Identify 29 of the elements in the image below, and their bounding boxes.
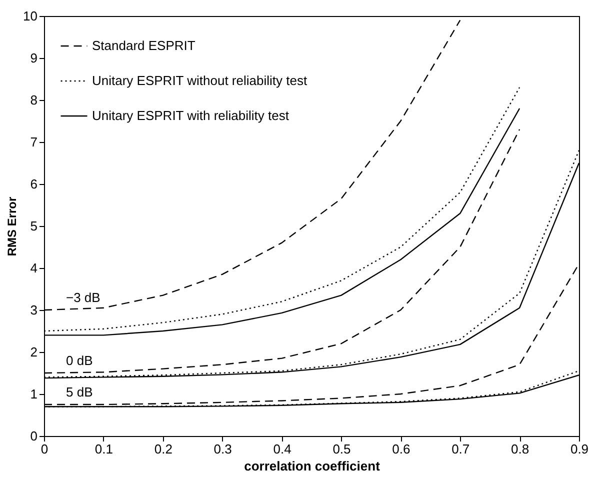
y-axis-title: RMS Error xyxy=(5,196,20,256)
y-tick-label: 6 xyxy=(30,176,38,192)
x-tick-label: 0.2 xyxy=(154,442,172,456)
x-tick-label: 0.7 xyxy=(452,442,470,456)
annotation: 5 dB xyxy=(66,384,93,400)
x-tick-label: 0 xyxy=(40,442,48,456)
y-tick-label: 10 xyxy=(23,8,38,24)
x-tick-label: 0.9 xyxy=(570,442,589,456)
legend-label: Unitary ESPRIT with reliability test xyxy=(92,108,290,123)
y-tick-label: 8 xyxy=(30,92,38,108)
y-tick-label: 4 xyxy=(30,260,38,276)
y-tick-label: 9 xyxy=(30,50,38,66)
legend-label: Standard ESPRIT xyxy=(92,38,196,53)
x-tick-label: 0.4 xyxy=(273,442,292,456)
x-axis-title: correlation coefficient xyxy=(244,458,381,474)
y-tick-label: 5 xyxy=(30,218,38,234)
y-tick-label: 2 xyxy=(30,344,38,360)
x-tick-label: 0.8 xyxy=(511,442,530,456)
x-tick-label: 0.5 xyxy=(332,442,351,456)
y-tick-label: 1 xyxy=(30,386,38,402)
annotation: −3 dB xyxy=(66,290,100,305)
y-tick-label: 7 xyxy=(30,134,38,150)
y-tick-label: 0 xyxy=(30,428,38,444)
x-tick-label: 0.1 xyxy=(94,442,113,456)
legend-label: Unitary ESPRIT without reliability test xyxy=(92,73,308,88)
y-tick-label: 3 xyxy=(30,302,38,318)
x-tick-label: 0.6 xyxy=(392,442,410,456)
x-tick-label: 0.3 xyxy=(214,442,232,456)
annotation: 0 dB xyxy=(66,353,93,368)
